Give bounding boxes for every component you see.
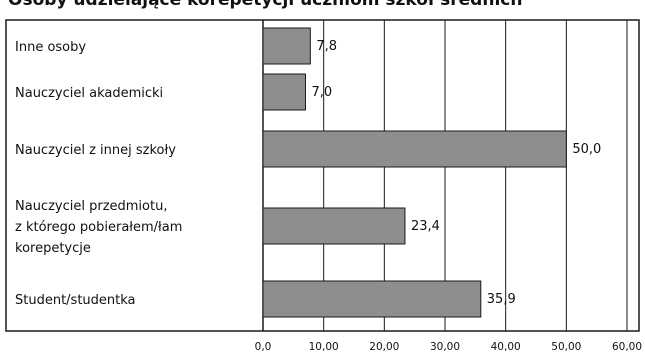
category-label: Inne osoby xyxy=(15,40,86,55)
bar xyxy=(262,73,306,111)
value-label: 7,0 xyxy=(311,85,332,100)
category-label: Nauczyciel z innej szkoły xyxy=(15,143,176,158)
bar xyxy=(262,280,482,318)
plot-frame xyxy=(5,19,640,332)
category-label: z którego pobierałem/łam xyxy=(15,220,182,235)
chart-title: Osoby udzielające korepetycji uczniom sz… xyxy=(8,0,523,10)
x-tick-label: 20,00 xyxy=(369,341,399,353)
category-label: korepetycje xyxy=(15,241,91,256)
x-tick-label: 0,0 xyxy=(255,341,272,353)
x-tick-label: 60,00 xyxy=(612,341,642,353)
bar xyxy=(262,130,567,168)
bar xyxy=(262,207,406,245)
category-label: Nauczyciel przedmiotu, xyxy=(15,199,167,214)
x-tick-label: 50,00 xyxy=(551,341,581,353)
x-tick-label: 10,00 xyxy=(309,341,339,353)
bar xyxy=(262,27,311,65)
category-label: Student/studentka xyxy=(15,293,136,308)
value-label: 35,9 xyxy=(487,292,516,307)
category-label: Nauczyciel akademicki xyxy=(15,86,163,101)
value-label: 23,4 xyxy=(411,219,440,234)
value-label: 7,8 xyxy=(316,39,337,54)
value-label: 50,0 xyxy=(572,142,601,157)
x-tick-label: 30,00 xyxy=(430,341,460,353)
x-tick-label: 40,00 xyxy=(491,341,521,353)
